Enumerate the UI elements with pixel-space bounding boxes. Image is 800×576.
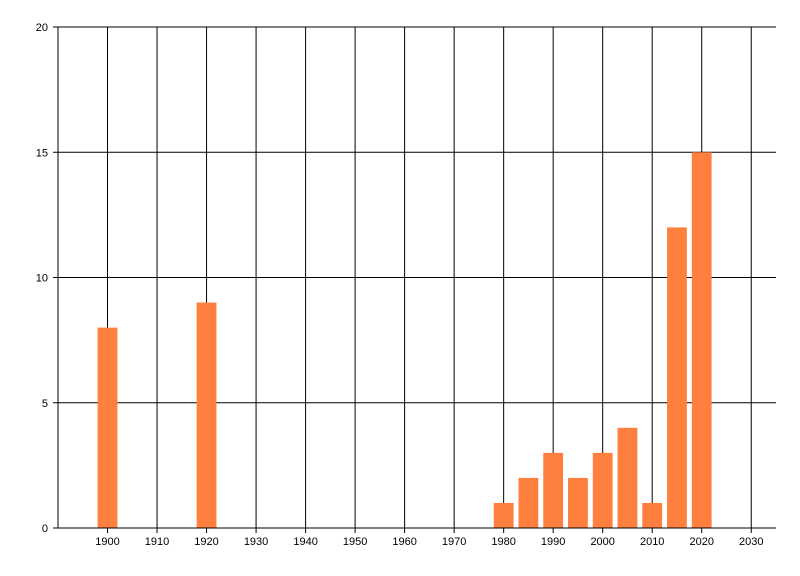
x-tick-label: 1900 xyxy=(95,536,119,548)
x-tick-label: 2000 xyxy=(590,536,614,548)
x-tick-label: 1970 xyxy=(442,536,466,548)
y-tick-label: 5 xyxy=(42,398,48,410)
y-tick-label: 20 xyxy=(36,22,48,34)
x-tick-label: 1960 xyxy=(392,536,416,548)
bar-1980 xyxy=(494,503,514,528)
bar-1985 xyxy=(519,478,539,528)
y-tick-label: 0 xyxy=(42,523,48,535)
x-tick-label: 2030 xyxy=(739,536,763,548)
x-tick-label: 1930 xyxy=(244,536,268,548)
bar-2015 xyxy=(667,227,687,528)
x-tick-label: 1910 xyxy=(145,536,169,548)
bar-2020 xyxy=(692,152,712,528)
bar-1990 xyxy=(543,453,563,528)
x-tick-label: 2010 xyxy=(640,536,664,548)
bar-1900 xyxy=(98,328,118,528)
bar-1995 xyxy=(568,478,588,528)
tick-labels: 1900 1910 1920 1930 1940 1950 1960 1970 1980 1990… xyxy=(36,22,764,548)
bar-1920 xyxy=(197,303,217,528)
y-tick-label: 10 xyxy=(36,273,48,285)
bar-2005 xyxy=(618,428,638,528)
x-tick-label: 1950 xyxy=(343,536,367,548)
bar-2010 xyxy=(642,503,662,528)
x-tick-label: 1980 xyxy=(491,536,515,548)
bar-2000 xyxy=(593,453,613,528)
x-tick-label: 1940 xyxy=(293,536,317,548)
y-tick-label: 15 xyxy=(36,147,48,159)
x-tick-label: 1990 xyxy=(541,536,565,548)
x-tick-label: 1920 xyxy=(194,536,218,548)
x-tick-label: 2020 xyxy=(689,536,713,548)
